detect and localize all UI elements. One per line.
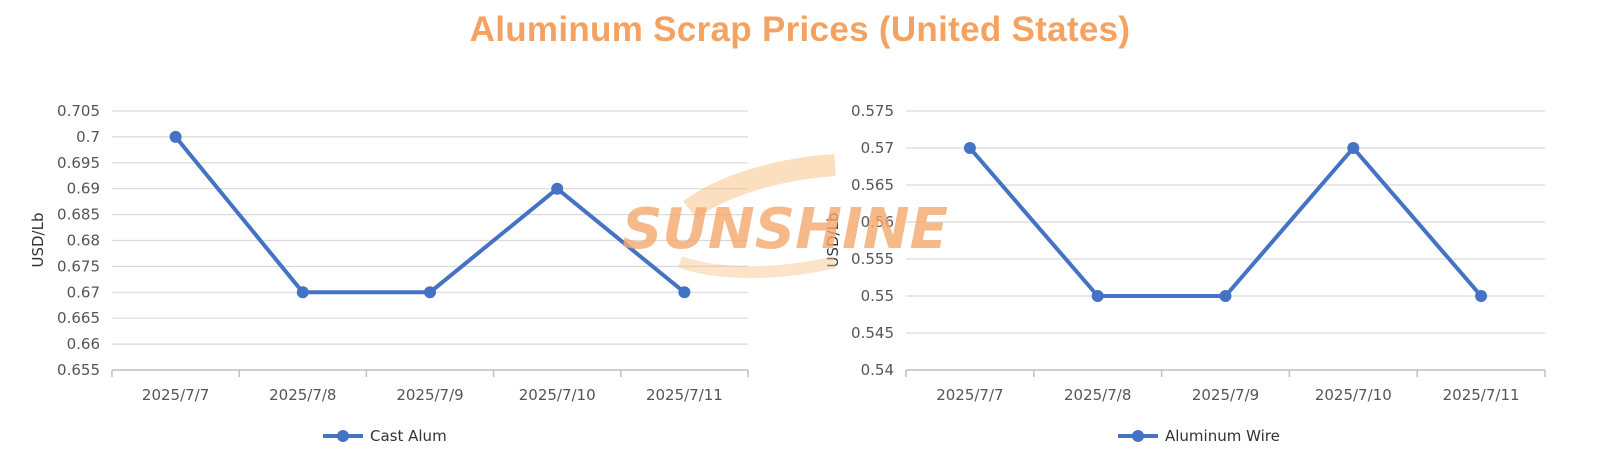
y-tick-label: 0.695 [57, 154, 100, 172]
data-point [551, 182, 564, 195]
x-tick-label: 2025/7/7 [936, 386, 1003, 404]
y-tick-label: 0.7 [76, 128, 100, 146]
data-point [1091, 290, 1104, 302]
y-tick-label: 0.57 [861, 139, 894, 157]
x-tick-label: 2025/7/8 [1064, 386, 1131, 404]
data-point [1475, 290, 1488, 302]
y-tick-label: 0.575 [851, 102, 894, 120]
y-axis-label: USD/Lb [824, 213, 842, 268]
chart-aluminum-wire: 0.54 0.545 0.55 0.555 0.56 0.565 0.57 0.575 2025… [824, 102, 1546, 445]
legend-swatch-marker [337, 430, 349, 442]
watermark-arc-top [683, 154, 836, 219]
sunshine-watermark: SUNSHINE [622, 154, 948, 279]
x-tick-label: 2025/7/11 [1443, 386, 1520, 404]
y-tick-label: 0.54 [861, 361, 894, 379]
chart-cast-alum: 0.655 0.66 0.665 0.67 0.675 0.68 0.685 0.69 0.69… [29, 102, 749, 445]
data-point [963, 142, 976, 154]
y-tick-label: 0.665 [57, 309, 100, 327]
legend-swatch-marker [1132, 430, 1144, 442]
data-point [1219, 290, 1232, 302]
watermark-text: SUNSHINE [622, 197, 948, 262]
y-tick-label: 0.555 [851, 250, 894, 268]
y-tick-label: 0.69 [67, 180, 100, 198]
data-point [678, 286, 691, 299]
x-tick-label: 2025/7/10 [519, 386, 596, 404]
y-tick-label: 0.655 [57, 361, 100, 379]
x-tick-label: 2025/7/8 [269, 386, 336, 404]
data-point [169, 130, 182, 143]
x-tick-label: 2025/7/11 [646, 386, 723, 404]
y-tick-label: 0.56 [861, 213, 894, 231]
y-axis-label: USD/Lb [29, 213, 47, 268]
x-tick-label: 2025/7/7 [142, 386, 209, 404]
data-point [424, 286, 436, 299]
y-tick-label: 0.67 [67, 283, 100, 301]
x-tick-label: 2025/7/9 [1192, 386, 1259, 404]
y-tick-label: 0.68 [67, 232, 100, 250]
y-tick-label: 0.565 [851, 176, 894, 194]
y-tick-label: 0.705 [57, 102, 100, 120]
x-tick-label: 2025/7/9 [396, 386, 463, 404]
watermark-arc-bottom [678, 256, 837, 279]
y-tick-label: 0.675 [57, 257, 100, 275]
legend-label: Cast Alum [370, 427, 447, 445]
data-point [296, 286, 309, 299]
legend-label: Aluminum Wire [1165, 427, 1280, 445]
y-tick-label: 0.66 [67, 335, 100, 353]
x-tick-label: 2025/7/10 [1315, 386, 1392, 404]
y-tick-label: 0.55 [861, 287, 894, 305]
y-tick-label: 0.545 [851, 324, 894, 342]
y-tick-label: 0.685 [57, 206, 100, 224]
chart-title: Aluminum Scrap Prices (United States) [469, 10, 1131, 49]
data-point [1347, 142, 1360, 154]
